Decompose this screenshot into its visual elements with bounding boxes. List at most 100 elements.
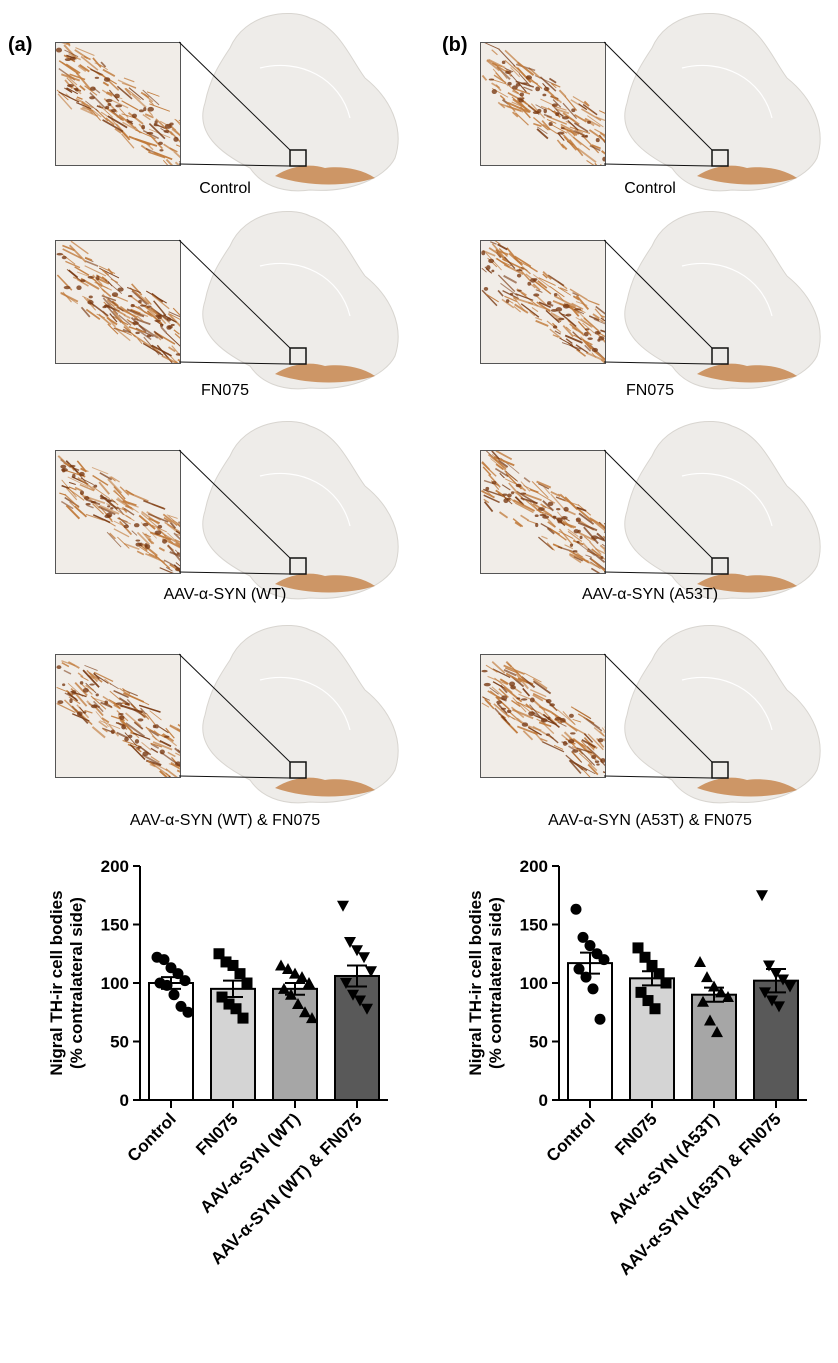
micrograph-caption: AAV-α-SYN (A53T): [581, 586, 719, 603]
data-point: [285, 988, 297, 1000]
data-point: [354, 995, 366, 1007]
data-point: [237, 1012, 249, 1024]
micrograph-inset: [480, 42, 606, 166]
data-point: [711, 1026, 723, 1038]
data-point: [278, 982, 290, 994]
data-point: [642, 995, 654, 1007]
micrograph-inset: [480, 240, 606, 364]
y-axis-label: Nigral TH-ir cell bodies: [47, 890, 66, 1075]
y-tick-label: 0: [120, 1091, 129, 1110]
data-point: [223, 998, 235, 1010]
data-point: [241, 977, 253, 989]
data-point: [182, 1006, 194, 1018]
data-point: [773, 1001, 785, 1013]
micrograph-caption: Control: [624, 180, 676, 197]
brain-section-image: [179, 206, 409, 396]
x-tick-label: Control: [543, 1109, 599, 1165]
data-point: [649, 1003, 661, 1015]
y-tick-label: 50: [110, 1033, 129, 1052]
brain-section-image: [604, 206, 834, 396]
y-tick-label: 200: [101, 857, 129, 876]
data-point: [351, 945, 363, 957]
data-point: [598, 954, 610, 966]
data-point: [573, 963, 585, 975]
data-point: [227, 959, 239, 971]
data-point: [289, 967, 301, 979]
data-point: [306, 1012, 318, 1024]
brain-section-image: [179, 416, 409, 606]
data-point: [161, 979, 173, 991]
data-point: [234, 968, 246, 980]
bar-chart-wt: Nigral TH-ir cell bodies (% contralateral…: [0, 850, 419, 1360]
y-axis-label: (% contralateral side): [67, 897, 86, 1069]
data-point: [766, 995, 778, 1007]
data-point: [216, 991, 228, 1003]
bar: [148, 982, 194, 1101]
bar-chart-svg: Nigral TH-ir cell bodies (% contralateral…: [466, 857, 807, 1279]
x-tick-label: FN075: [192, 1109, 242, 1159]
data-point: [697, 995, 709, 1007]
y-axis-label: Nigral TH-ir cell bodies: [466, 890, 485, 1075]
data-point: [722, 991, 734, 1003]
data-point: [777, 974, 789, 986]
bar-chart-a53t: Nigral TH-ir cell bodies (% contralateral…: [419, 850, 838, 1360]
data-point: [577, 931, 589, 943]
y-tick-label: 0: [539, 1091, 548, 1110]
data-point: [660, 977, 672, 989]
x-tick-label: AAV-α-SYN (A53T): [605, 1109, 723, 1227]
data-point: [635, 986, 647, 998]
micrograph-caption: FN075: [625, 382, 675, 399]
data-point: [220, 956, 232, 968]
data-point: [584, 940, 596, 952]
data-point: [292, 998, 304, 1010]
panel-label-a: (a): [8, 34, 33, 56]
micrograph-caption: AAV-α-SYN (WT) & FN075: [129, 812, 321, 829]
y-axis-label: (% contralateral side): [486, 897, 505, 1069]
micrograph-caption: AAV-α-SYN (A53T) & FN075: [548, 812, 752, 829]
data-point: [213, 948, 225, 960]
x-tick-label: FN075: [611, 1109, 661, 1159]
data-point: [763, 960, 775, 972]
y-tick-label: 200: [520, 857, 548, 876]
data-point: [570, 903, 582, 915]
bar: [567, 962, 613, 1101]
micrograph-inset: [55, 450, 181, 574]
data-point: [303, 977, 315, 988]
data-point: [340, 978, 352, 989]
brain-section-image: [179, 620, 409, 810]
data-point: [594, 1013, 606, 1025]
data-point: [365, 966, 377, 978]
micrograph-inset: [55, 240, 181, 364]
data-point: [587, 983, 599, 995]
data-point: [580, 971, 592, 983]
micrograph-caption: Control: [199, 180, 251, 197]
data-point: [708, 980, 720, 992]
data-point: [701, 971, 713, 983]
micrograph-inset: [55, 42, 181, 166]
data-point: [358, 952, 370, 964]
data-point: [282, 962, 294, 974]
brain-section-image: [179, 8, 409, 198]
data-point: [275, 959, 287, 971]
data-point: [296, 971, 308, 983]
micrograph-inset: [480, 654, 606, 778]
y-tick-label: 100: [101, 974, 129, 993]
data-point: [347, 989, 359, 1001]
bar: [334, 974, 380, 1101]
y-tick-label: 50: [529, 1033, 548, 1052]
data-point: [784, 981, 796, 993]
data-point: [230, 1003, 242, 1015]
y-tick-label: 100: [520, 974, 548, 993]
data-point: [179, 975, 191, 987]
x-tick-label: Control: [124, 1109, 180, 1165]
brain-section-image: [604, 416, 834, 606]
data-point: [337, 900, 349, 912]
data-point: [715, 986, 727, 998]
data-point: [759, 987, 771, 999]
micrograph-inset: [480, 450, 606, 574]
data-point: [770, 968, 782, 980]
data-point: [158, 954, 170, 966]
data-point: [632, 942, 644, 954]
data-point: [756, 890, 768, 902]
data-point: [694, 955, 706, 967]
